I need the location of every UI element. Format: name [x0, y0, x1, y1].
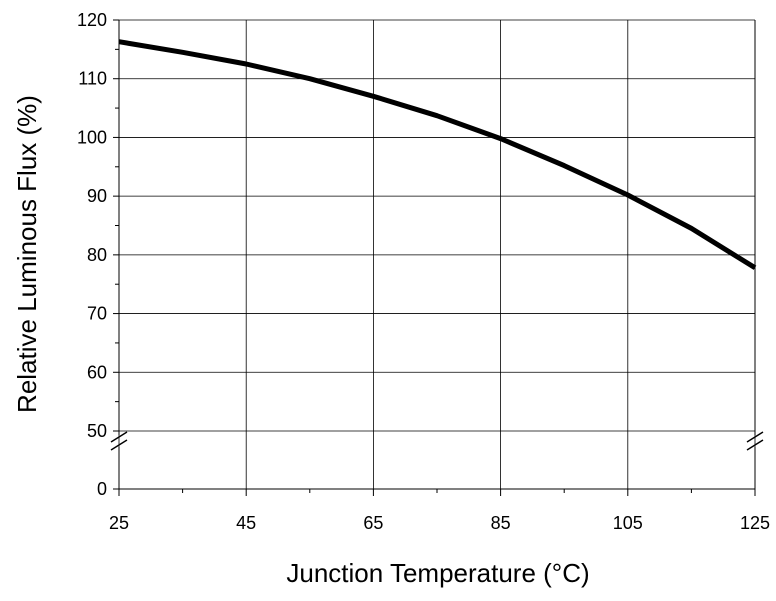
left-axis-break-slash: [110, 439, 128, 451]
y-tick-labels: 120 110 100 90 80 70 60 50 0: [77, 10, 107, 499]
right-axis-break-slash: [746, 431, 764, 443]
x-tick-label: 105: [613, 513, 643, 533]
series-line: [118, 39, 757, 270]
left-axis-break-slash: [110, 431, 128, 443]
y-tick-label: 70: [87, 304, 107, 324]
y-tick-label-zero: 0: [97, 479, 107, 499]
x-tick-labels: 25 45 65 85 105 125: [109, 513, 770, 533]
y-tick-label: 90: [87, 186, 107, 206]
y-tick-label: 60: [87, 362, 107, 382]
y-tick-label: 50: [87, 421, 107, 441]
y-tick-label: 120: [77, 10, 107, 30]
x-tick-label: 85: [491, 513, 511, 533]
y-axis-title: Relative Luminous Flux (%): [12, 95, 42, 413]
tick-marks: [113, 19, 756, 496]
x-tick-label: 125: [740, 513, 770, 533]
x-tick-label: 25: [109, 513, 129, 533]
axis-break-marks: [110, 431, 764, 451]
x-tick-label: 65: [363, 513, 383, 533]
series-group: [118, 39, 757, 270]
right-axis-break-slash: [746, 439, 764, 451]
y-tick-label: 110: [78, 69, 107, 89]
x-axis-title: Junction Temperature (°C): [286, 558, 589, 588]
y-tick-label: 100: [77, 127, 107, 147]
y-tick-label: 80: [87, 245, 107, 265]
grid-lines: [118, 19, 756, 489]
x-tick-label: 45: [236, 513, 256, 533]
